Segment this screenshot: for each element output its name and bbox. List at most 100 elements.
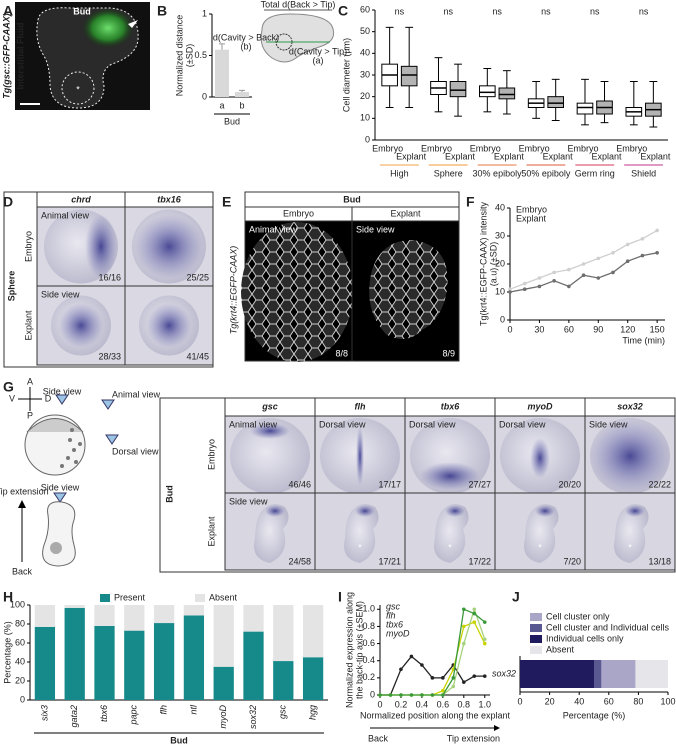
bar-segment <box>302 605 324 658</box>
legend-label: tbx6 <box>386 619 403 629</box>
x-tick-label: Embryo <box>519 143 550 153</box>
y-axis-title: Percentage (%) <box>2 621 12 684</box>
point <box>441 676 445 680</box>
marker: * <box>628 542 632 552</box>
annotation: Total d(Back > Tip) <box>261 0 336 9</box>
legend-swatch <box>530 635 542 643</box>
group-label: High <box>390 168 409 178</box>
x-tick-label: Embryo <box>421 143 452 153</box>
view-label: Dorsal view <box>112 446 159 456</box>
count: 13/18 <box>648 556 671 566</box>
box <box>449 81 467 98</box>
group-label: Germ ring <box>575 168 615 178</box>
legend-label: myoD <box>386 628 410 638</box>
bar-segment <box>153 605 175 624</box>
y-tick-label: 20 <box>15 675 25 685</box>
x-tick-label: Explant <box>494 151 525 161</box>
stain <box>355 505 375 517</box>
count: 41/45 <box>186 351 209 361</box>
bar <box>235 92 249 97</box>
embryo <box>230 418 310 494</box>
bar-segment <box>183 615 205 700</box>
y-tick-label: 20 <box>495 258 505 268</box>
y-tick-label: 1 <box>202 8 207 18</box>
annotation: d(Cavity > Tip) <box>289 46 347 56</box>
box <box>576 102 594 115</box>
point <box>388 693 393 697</box>
explant-schematic <box>260 13 335 63</box>
box <box>547 96 564 108</box>
point <box>625 259 630 264</box>
box <box>498 87 516 100</box>
arrowhead <box>128 20 138 28</box>
significance: ns <box>492 6 502 16</box>
y-tick-label: 0 <box>202 91 207 101</box>
x-tick-label: ntl <box>188 704 198 715</box>
legend-swatch <box>195 594 205 602</box>
schematic-cavity <box>50 542 62 554</box>
panel-letter: J <box>512 589 520 605</box>
column-header-label: tbx16 <box>157 194 182 204</box>
legend-label: gsc <box>386 601 401 611</box>
y-tick-label: sox32 <box>492 668 516 678</box>
bar-segment <box>601 660 636 688</box>
point <box>462 641 466 646</box>
y-tick-label: 0.8 <box>362 621 375 631</box>
x-tick-label: tbx6 <box>99 705 109 722</box>
schematic-cap <box>26 418 84 433</box>
count: 17/21 <box>378 556 401 566</box>
y-tick-label: 0 <box>365 134 370 144</box>
significance: ns <box>639 6 649 16</box>
explant <box>344 504 379 563</box>
bar-segment <box>243 631 264 700</box>
point <box>482 641 487 646</box>
view-label: Side view <box>41 289 80 299</box>
view-label: Side view <box>41 482 80 492</box>
x-axis-title: Normalized position along the explant <box>360 710 511 720</box>
x-tick-label: gata2 <box>69 705 79 728</box>
gfp-signal <box>82 8 134 48</box>
y-tick-label: 0.2 <box>362 672 375 682</box>
count: 8/9 <box>442 348 455 358</box>
legend-label: flh <box>386 610 396 620</box>
side-label: Interstitial Fluid <box>15 22 25 89</box>
y-tick-label: 0 <box>20 694 25 704</box>
point <box>420 663 424 667</box>
x-tick-label: 60 <box>564 324 574 334</box>
column-header-label: myoD <box>527 401 553 411</box>
y-tick-label: 80 <box>15 618 25 628</box>
stain <box>625 505 645 517</box>
y-tick-label: 100 <box>10 599 25 609</box>
x-tick-label: b <box>239 100 244 110</box>
count: 22/22 <box>648 479 671 489</box>
legend-label: Individual cells only <box>546 633 624 643</box>
y-axis-title: the back-tip axis (±SEM) <box>354 601 364 699</box>
group-label: 30% epiboly <box>473 168 523 178</box>
x-tick-label: 40 <box>574 696 584 706</box>
significance: ns <box>590 6 600 16</box>
arrow-label: Back <box>368 733 389 743</box>
legend-label: Explant <box>516 213 547 223</box>
point <box>508 290 512 294</box>
point <box>567 284 571 289</box>
x-tick-label: Explant <box>396 151 427 161</box>
point <box>409 654 414 659</box>
point <box>378 693 382 697</box>
significance: ns <box>541 6 551 16</box>
stain <box>590 420 670 492</box>
side-label: Tg(gsc::GFP-CAAX) <box>1 13 11 99</box>
view-label: Side view <box>356 224 395 234</box>
x-tick-label: gsc <box>278 705 288 720</box>
point <box>581 262 586 266</box>
point <box>399 693 403 697</box>
explant <box>434 504 469 563</box>
series-line <box>380 655 485 696</box>
schematic-dot <box>70 428 74 432</box>
x-tick-label: Explant <box>445 151 476 161</box>
bar-segment <box>34 626 56 700</box>
legend-swatch <box>100 594 110 602</box>
x-tick-label: Embryo <box>567 143 598 153</box>
bar-segment <box>243 605 264 632</box>
x-tick-label: 30 <box>534 324 544 334</box>
